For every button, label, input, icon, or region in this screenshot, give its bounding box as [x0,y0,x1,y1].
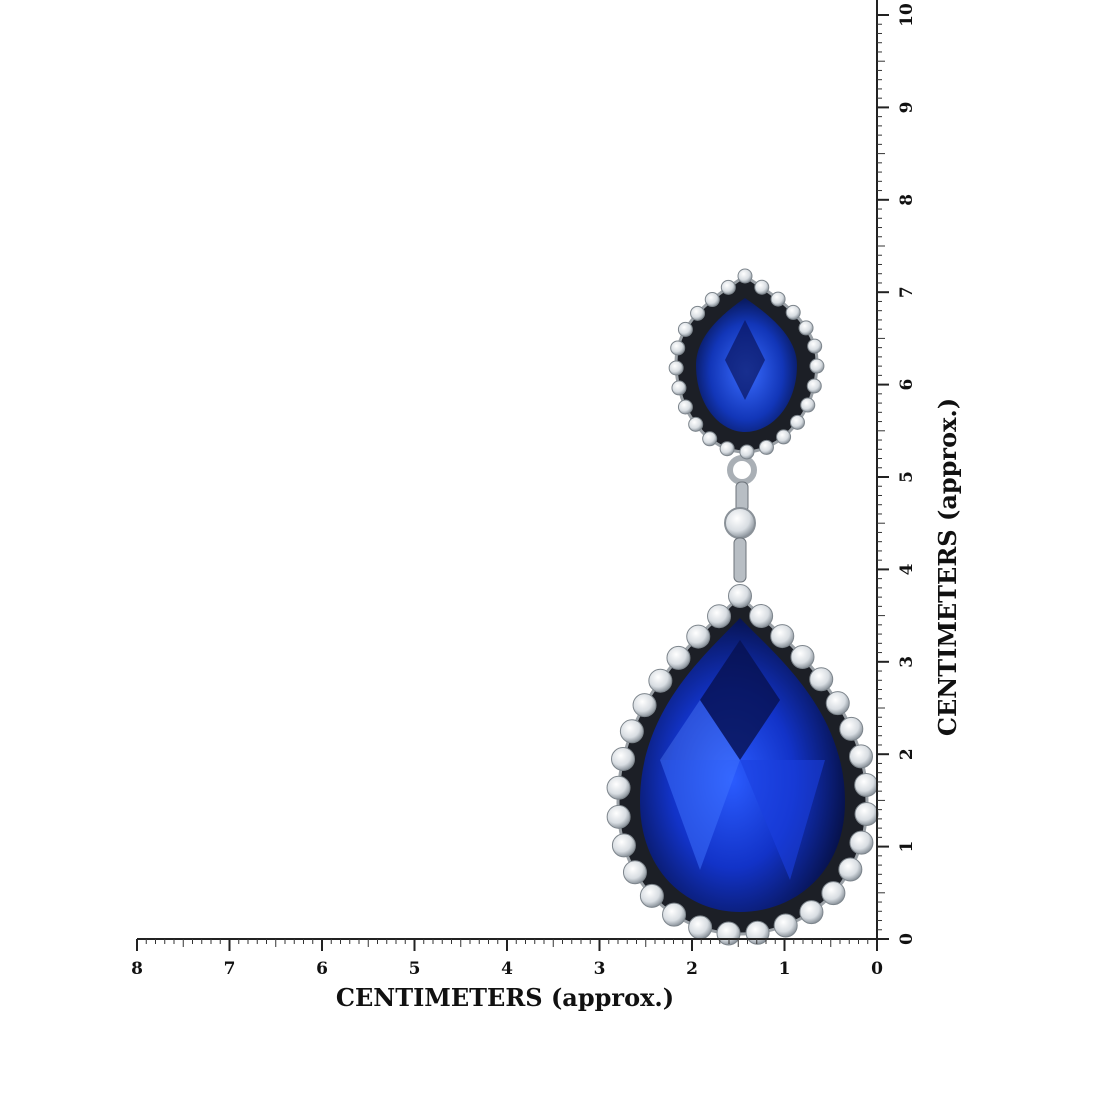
rhinestone [670,340,686,356]
rhinestone [798,320,814,336]
rhinestone [807,338,823,354]
rhinestone [677,321,693,337]
rhinestone [662,902,687,927]
tick-label: 5 [897,471,917,483]
tick-label: 3 [594,959,606,979]
tick-label: 4 [897,563,917,575]
tick-label: 10 [897,3,917,27]
rhinestone [704,292,720,308]
rhinestone [688,915,713,940]
rhinestone [839,716,864,741]
rhinestone [776,429,792,445]
rhinestone [809,667,834,692]
rhinestone [688,416,704,432]
rhinestone [702,431,718,447]
tick-label: 4 [501,959,513,979]
rhinestone [719,441,735,457]
rhinestone [754,279,770,295]
rhinestone [849,830,874,855]
rhinestone [854,772,879,797]
rhinestone [720,279,736,295]
rhinestone [690,305,706,321]
rhinestone [606,775,631,800]
tick-label: 7 [897,286,917,298]
rhinestone [785,304,801,320]
rhinestone [737,268,753,284]
tick-label: 6 [897,379,917,391]
rhinestone [611,833,636,858]
rhinestone [749,604,774,629]
rhinestone [739,444,755,460]
rhinestone [611,747,636,772]
tick-label: 2 [897,748,917,760]
tick-label: 8 [897,194,917,206]
tick-label: 7 [224,959,236,979]
rhinestone [790,644,815,669]
rhinestone [770,624,795,649]
rhinestone [825,691,850,716]
rhinestone [648,668,673,693]
vertical-ruler-title: CENTIMETERS (approx.) [933,398,962,736]
rhinestone [728,584,752,608]
tick-label: 8 [131,959,143,979]
tick-label: 6 [316,959,328,979]
rhinestone [806,378,822,394]
rhinestone [707,604,732,629]
rhinestone [677,399,693,415]
rhinestone [773,913,798,938]
rhinestone [686,624,711,649]
rhinestone [758,439,774,455]
tick-label: 2 [686,959,698,979]
rhinestone [821,881,846,906]
rhinestone [666,645,691,670]
tick-label: 1 [897,841,917,853]
rhinestone [639,883,664,908]
rhinestone [789,414,805,430]
rhinestone [668,360,684,376]
tick-label: 0 [897,933,917,945]
rhinestone [854,802,879,827]
rhinestone [671,380,687,396]
tick-label: 3 [897,656,917,668]
tick-label: 9 [897,101,917,113]
rhinestone [800,397,816,413]
rhinestone [619,719,644,744]
earring [606,268,879,946]
rhinestone [606,804,631,829]
rhinestone [632,693,657,718]
rhinestone [770,291,786,307]
horizontal-ruler-title: CENTIMETERS (approx.) [336,983,674,1012]
rhinestone [848,744,873,769]
rhinestone [809,358,825,374]
rhinestone [622,860,647,885]
tick-label: 5 [409,959,421,979]
tick-label: 0 [871,959,883,979]
rhinestone [838,857,863,882]
rhinestone [799,900,824,925]
tick-label: 1 [779,959,791,979]
